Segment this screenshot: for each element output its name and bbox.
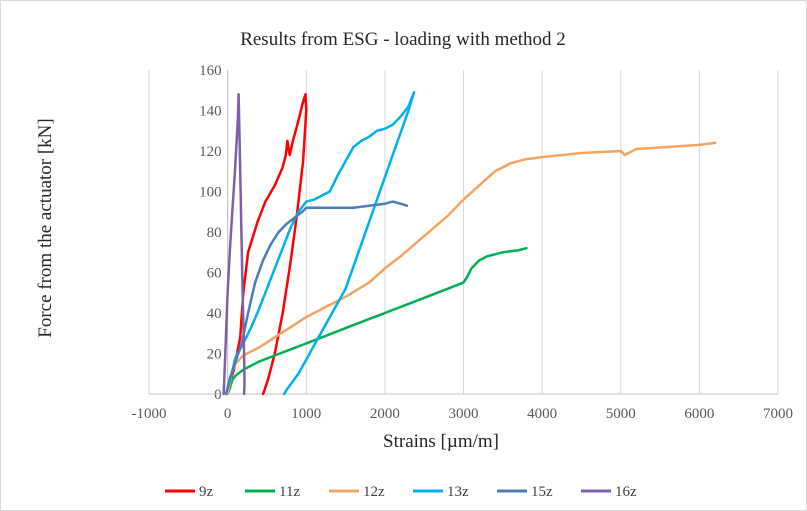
series-line-16z xyxy=(222,93,246,396)
x-tick-label: 2000 xyxy=(370,406,400,422)
legend-label-13z: 13z xyxy=(447,484,469,500)
series-line-13z xyxy=(224,91,416,396)
series-line-9z xyxy=(224,93,308,396)
y-tick-label: 120 xyxy=(199,144,222,160)
axis-layer: -1000 0 1000 2000 3000 4000 5000 6000 7000 0 20 40 6… xyxy=(132,63,794,422)
legend: 9z 11z 12z 13z 15z 16z xyxy=(165,484,637,500)
legend-label-16z: 16z xyxy=(615,484,637,500)
y-axis-title: Force from the actuator [kN] xyxy=(35,118,56,337)
y-tick-label: 80 xyxy=(207,225,222,241)
series-line-11z xyxy=(226,246,528,396)
y-tick-label: 20 xyxy=(207,347,222,363)
y-tick-label: 0 xyxy=(214,387,222,403)
x-tick-label: -1000 xyxy=(132,406,167,422)
legend-label-11z: 11z xyxy=(279,484,300,500)
chart-title: Results from ESG - loading with method 2 xyxy=(240,29,566,50)
x-tick-label: 0 xyxy=(224,406,232,422)
legend-label-9z: 9z xyxy=(199,484,214,500)
y-tick-label: 100 xyxy=(199,185,222,201)
x-tick-label: 7000 xyxy=(763,406,793,422)
series-layer xyxy=(222,91,717,396)
x-tick-label: 4000 xyxy=(527,406,557,422)
legend-label-12z: 12z xyxy=(363,484,385,500)
legend-label-15z: 15z xyxy=(531,484,553,500)
x-tick-label: 5000 xyxy=(606,406,636,422)
x-tick-label: 6000 xyxy=(684,406,714,422)
series-line-12z xyxy=(226,141,717,396)
x-tick-label: 3000 xyxy=(449,406,479,422)
y-tick-label: 160 xyxy=(199,63,222,79)
y-tick-label: 140 xyxy=(199,104,222,120)
x-axis-title: Strains [µm/m] xyxy=(383,431,499,452)
y-tick-label: 60 xyxy=(207,266,222,282)
x-tick-label: 1000 xyxy=(291,406,321,422)
y-tick-label: 40 xyxy=(207,306,222,322)
